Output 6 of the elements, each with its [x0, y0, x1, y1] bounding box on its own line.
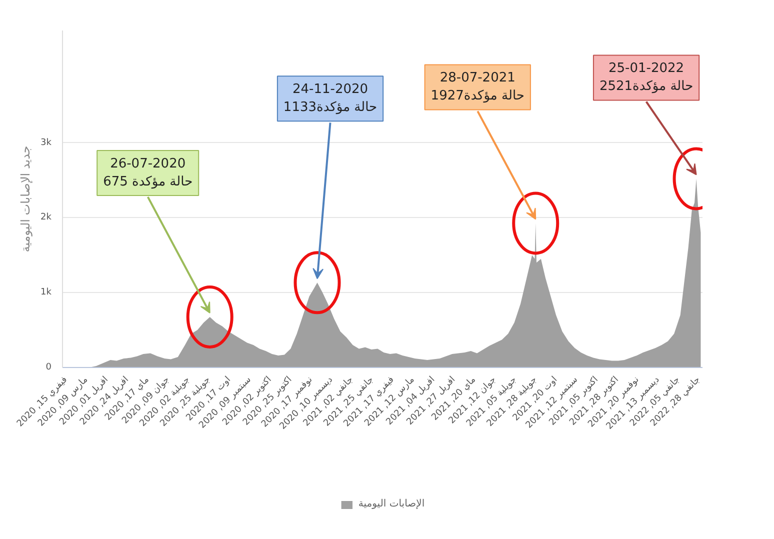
y-tick-label: 0: [46, 362, 52, 372]
y-axis-title: جديد الإصابات اليومية: [18, 146, 33, 252]
y-tick-label: 2k: [40, 212, 52, 223]
y-tick-label: 1k: [40, 288, 52, 298]
y-tick-label: 3k: [40, 138, 52, 148]
legend-label: الإصابات اليومية: [358, 498, 425, 510]
